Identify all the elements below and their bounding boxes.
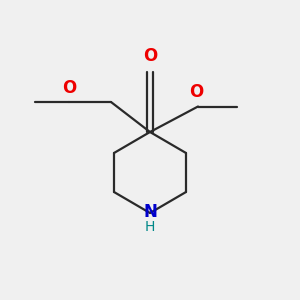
Text: H: H	[145, 220, 155, 234]
Text: N: N	[143, 203, 157, 221]
Text: O: O	[62, 79, 76, 97]
Text: O: O	[143, 47, 157, 65]
Text: O: O	[189, 83, 204, 101]
